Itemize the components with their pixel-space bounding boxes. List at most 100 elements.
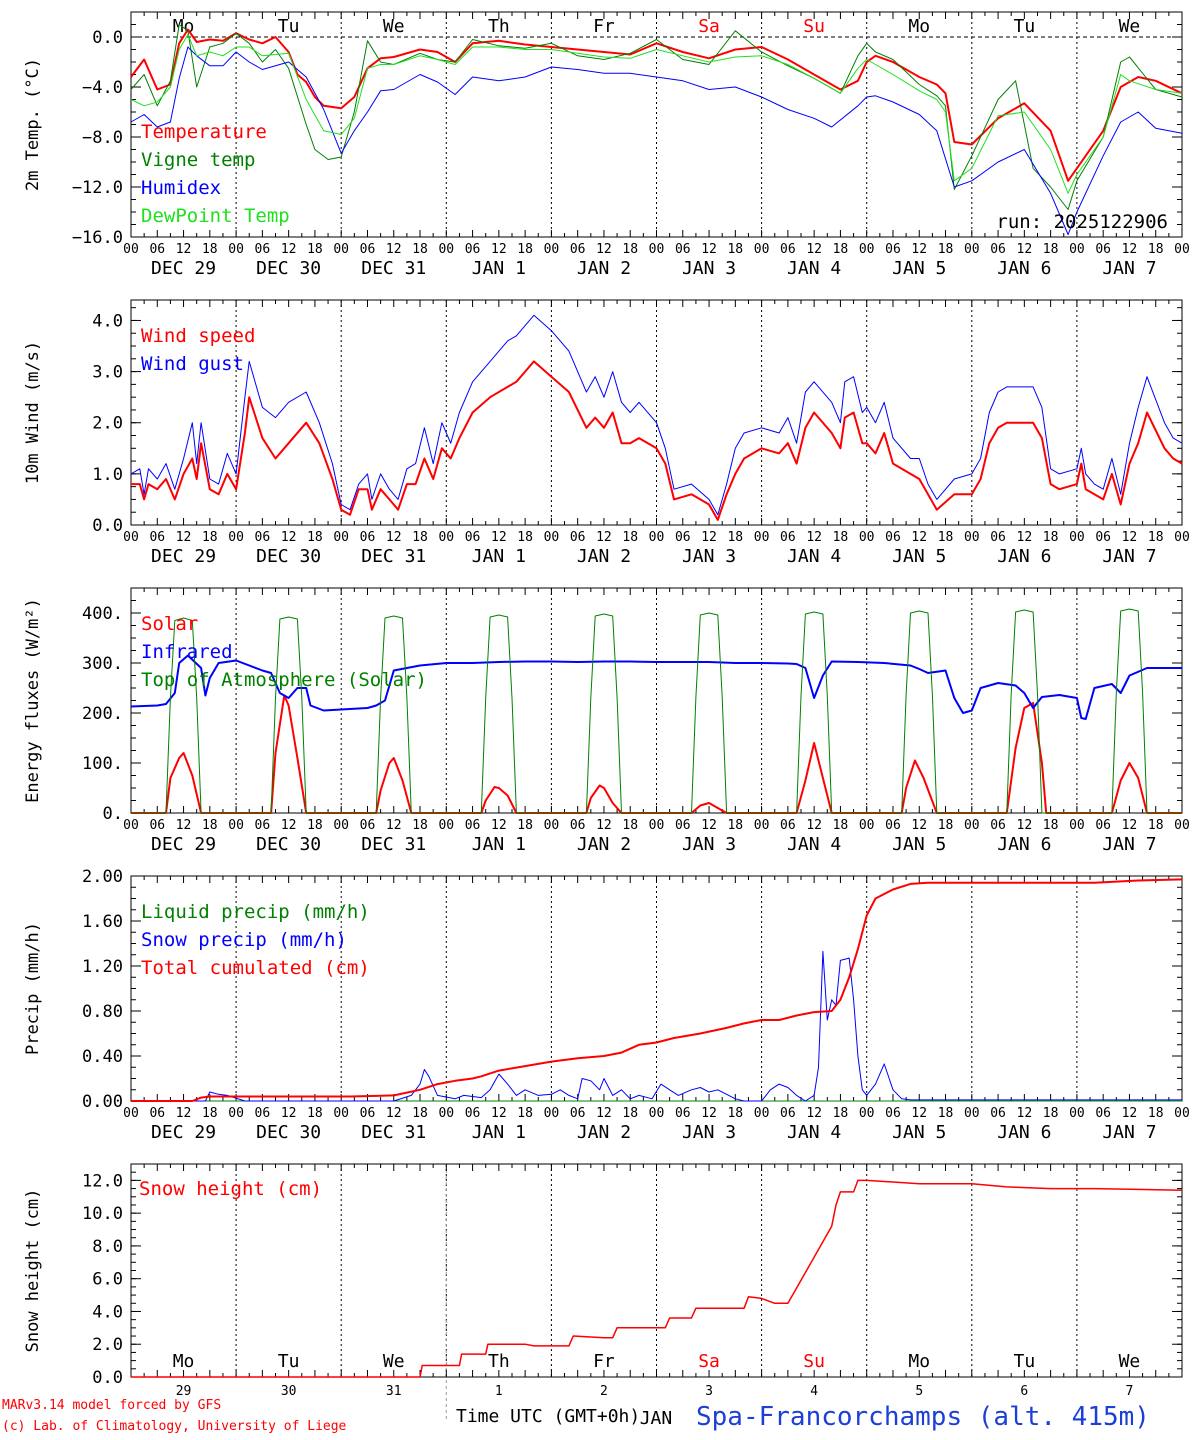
hour-label: 18 (412, 1106, 428, 1121)
hour-label: 18 (727, 242, 743, 257)
y-tick-label: 0.0 (92, 516, 123, 536)
hour-label: 00 (123, 530, 139, 545)
hour-label: 06 (149, 818, 165, 833)
hour-label: 06 (149, 1106, 165, 1121)
date-label: JAN 1 (472, 258, 526, 279)
date-label: JAN 1 (472, 834, 526, 855)
weekday-label: Tu (278, 1351, 300, 1372)
date-label: JAN 2 (577, 1122, 631, 1143)
date-label: DEC 31 (361, 546, 426, 567)
hour-label: 00 (859, 530, 875, 545)
date-label: JAN 5 (892, 546, 946, 567)
date-label: DEC 29 (151, 1122, 216, 1143)
hour-label: 18 (833, 818, 849, 833)
weekday-label: Su (803, 1351, 825, 1372)
hour-label: 12 (281, 818, 297, 833)
hour-label: 12 (491, 1106, 507, 1121)
date-label: DEC 30 (256, 258, 321, 279)
hour-label: 00 (1174, 818, 1190, 833)
weekday-label: Sa (698, 1351, 720, 1372)
credit-lab: (c) Lab. of Climatology, University of L… (2, 1419, 347, 1434)
weekday-label: Sa (698, 16, 720, 37)
hour-label: 12 (1122, 818, 1138, 833)
hour-label: 06 (990, 818, 1006, 833)
date-label: JAN 5 (892, 1122, 946, 1143)
hour-label: 18 (202, 242, 218, 257)
hour-label: 00 (438, 530, 454, 545)
day-number: 30 (281, 1384, 297, 1399)
hour-label: 00 (754, 1106, 770, 1121)
day-number: 29 (176, 1384, 192, 1399)
weekday-label: Tu (1014, 16, 1036, 37)
legend-entry: Wind gust (141, 353, 244, 375)
y-axis-label: 2m Temp. (°C) (23, 58, 43, 191)
date-label: JAN 7 (1102, 1122, 1156, 1143)
day-number: 31 (386, 1384, 402, 1399)
day-number: 1 (495, 1384, 503, 1399)
date-label: JAN 4 (787, 546, 841, 567)
date-label: DEC 29 (151, 834, 216, 855)
weekday-label: Tu (1014, 1351, 1036, 1372)
y-tick-label: 0.0 (92, 28, 123, 48)
series-total-cumulated-cm (131, 878, 1183, 1102)
date-label: JAN 1 (472, 546, 526, 567)
y-axis-label: Energy fluxes (W/m²) (23, 598, 43, 803)
hour-label: 06 (360, 818, 376, 833)
hour-label: 06 (570, 242, 586, 257)
hour-label: 12 (491, 818, 507, 833)
y-tick-label: −12.0 (72, 178, 123, 198)
x-axis-title: Time UTC (GMT+0h) (456, 1406, 641, 1427)
y-tick-label: −8.0 (82, 128, 123, 148)
hour-label: 06 (255, 242, 271, 257)
date-label: DEC 29 (151, 546, 216, 567)
hour-label: 12 (1017, 1106, 1033, 1121)
series-vigne-temp (130, 24, 1183, 210)
hour-label: 00 (964, 818, 980, 833)
hour-label: 12 (1122, 1106, 1138, 1121)
hour-label: 18 (1043, 818, 1059, 833)
y-tick-label: 300. (82, 654, 123, 674)
hour-label: 00 (333, 530, 349, 545)
y-tick-label: 2.00 (82, 867, 123, 887)
hour-label: 18 (517, 1106, 533, 1121)
series-wind-speed (131, 360, 1183, 521)
y-tick-label: −4.0 (82, 78, 123, 98)
date-label: DEC 30 (256, 1122, 321, 1143)
hour-label: 06 (360, 242, 376, 257)
hour-label: 18 (938, 242, 954, 257)
weekday-label: We (1119, 1351, 1141, 1372)
hour-label: 12 (701, 818, 717, 833)
y-tick-label: 400. (82, 604, 123, 624)
y-tick-label: 3.0 (92, 363, 123, 383)
day-number: 3 (705, 1384, 713, 1399)
date-label: JAN 3 (682, 834, 736, 855)
hour-label: 00 (438, 1106, 454, 1121)
y-tick-label: 0. (103, 804, 123, 824)
series-solar (131, 694, 1182, 814)
hour-label: 18 (1043, 1106, 1059, 1121)
hour-label: 12 (176, 1106, 192, 1121)
day-number: 4 (810, 1384, 818, 1399)
date-label: JAN 6 (997, 1122, 1051, 1143)
hour-label: 06 (360, 1106, 376, 1121)
hour-label: 00 (1069, 530, 1085, 545)
date-label: JAN 5 (892, 834, 946, 855)
hour-label: 06 (149, 530, 165, 545)
hour-label: 00 (754, 818, 770, 833)
hour-label: 18 (1148, 242, 1164, 257)
y-tick-label: 4.0 (92, 311, 123, 331)
hour-label: 12 (806, 530, 822, 545)
panel-energy: 0. 100. 200. 300. 400. Energy fluxes (W/m²) 00… (23, 587, 1190, 855)
hour-label: 12 (911, 818, 927, 833)
weekday-label: Su (803, 16, 825, 37)
hour-label: 12 (911, 530, 927, 545)
month-label: JAN (640, 1408, 673, 1429)
legend-entry: Liquid precip (mm/h) (141, 901, 370, 923)
y-tick-label: 4.0 (92, 1302, 123, 1322)
hour-label: 18 (938, 818, 954, 833)
hour-label: 18 (412, 818, 428, 833)
hour-label: 00 (649, 530, 665, 545)
hour-label: 00 (859, 1106, 875, 1121)
y-tick-label: 100. (82, 754, 123, 774)
hour-label: 18 (202, 530, 218, 545)
